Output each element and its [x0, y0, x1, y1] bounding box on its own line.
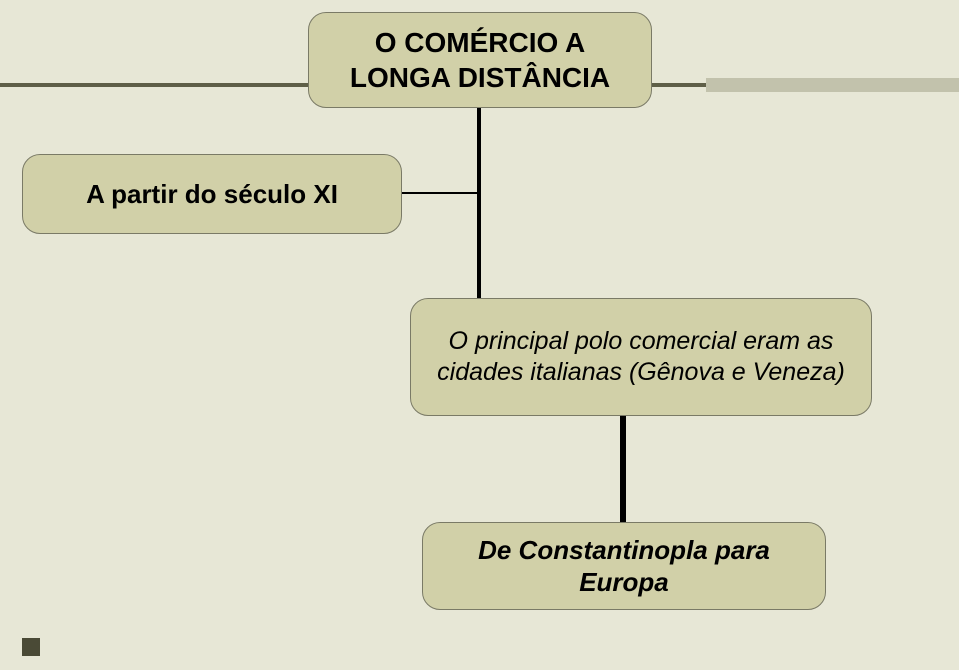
node-bottom-text: De Constantinopla para Europa — [437, 534, 811, 599]
node-bottom: De Constantinopla para Europa — [422, 522, 826, 610]
node-side-text: A partir do século XI — [86, 178, 338, 211]
node-title: O COMÉRCIO A LONGA DISTÂNCIA — [308, 12, 652, 108]
node-title-text: O COMÉRCIO A LONGA DISTÂNCIA — [323, 25, 637, 95]
connector-branch-to-side — [402, 192, 480, 194]
title-underline-right — [706, 78, 959, 92]
node-side: A partir do século XI — [22, 154, 402, 234]
node-mid: O principal polo comercial eram as cidad… — [410, 298, 872, 416]
connector-mid-to-bottom — [620, 416, 626, 522]
diagram-stage: O COMÉRCIO A LONGA DISTÂNCIA A partir do… — [0, 0, 959, 670]
corner-marker — [22, 638, 40, 656]
node-mid-text: O principal polo comercial eram as cidad… — [425, 326, 857, 389]
